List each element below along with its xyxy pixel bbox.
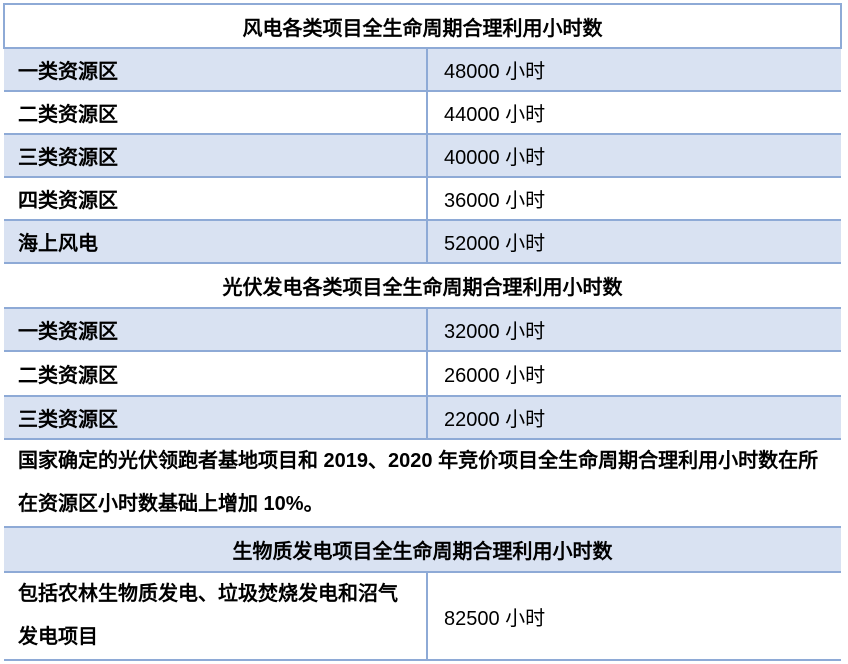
row-label: 三类资源区 [4, 134, 428, 178]
row-value: 82500 小时 [427, 572, 841, 661]
wind-header-row: 风电各类项目全生命周期合理利用小时数 [3, 3, 842, 49]
row-value: 44000 小时 [427, 91, 841, 135]
solar-header-row: 光伏发电各类项目全生命周期合理利用小时数 [4, 263, 841, 309]
table-row: 二类资源区 26000 小时 [4, 351, 841, 397]
row-label: 海上风电 [4, 220, 428, 264]
wind-title: 风电各类项目全生命周期合理利用小时数 [3, 3, 842, 49]
row-value: 22000 小时 [427, 396, 841, 440]
row-label: 二类资源区 [4, 91, 428, 135]
row-label: 三类资源区 [4, 396, 428, 440]
table-row: 海上风电 52000 小时 [4, 220, 841, 264]
utilization-hours-table: 风电各类项目全生命周期合理利用小时数 一类资源区 48000 小时 二类资源区 … [3, 3, 842, 661]
biomass-header-row: 生物质发电项目全生命周期合理利用小时数 [4, 527, 841, 573]
row-label: 四类资源区 [4, 177, 428, 221]
row-value: 48000 小时 [427, 48, 841, 92]
solar-note: 国家确定的光伏领跑者基地项目和 2019、2020 年竞价项目全生命周期合理利用… [4, 439, 841, 528]
row-value: 32000 小时 [427, 308, 841, 352]
row-label: 包括农林生物质发电、垃圾焚烧发电和沼气发电项目 [4, 572, 428, 661]
table-row: 一类资源区 32000 小时 [4, 308, 841, 352]
row-value: 26000 小时 [427, 351, 841, 397]
row-value: 52000 小时 [427, 220, 841, 264]
row-label: 二类资源区 [4, 351, 428, 397]
table-row: 三类资源区 22000 小时 [4, 396, 841, 440]
row-label: 一类资源区 [4, 308, 428, 352]
table-row: 二类资源区 44000 小时 [4, 91, 841, 135]
solar-title: 光伏发电各类项目全生命周期合理利用小时数 [4, 263, 841, 309]
solar-note-row: 国家确定的光伏领跑者基地项目和 2019、2020 年竞价项目全生命周期合理利用… [4, 439, 841, 528]
row-value: 36000 小时 [427, 177, 841, 221]
row-value: 40000 小时 [427, 134, 841, 178]
table-row: 四类资源区 36000 小时 [4, 177, 841, 221]
table-row: 包括农林生物质发电、垃圾焚烧发电和沼气发电项目 82500 小时 [4, 572, 841, 661]
table-row: 一类资源区 48000 小时 [4, 48, 841, 92]
biomass-title: 生物质发电项目全生命周期合理利用小时数 [4, 527, 841, 573]
table-row: 三类资源区 40000 小时 [4, 134, 841, 178]
row-label: 一类资源区 [4, 48, 428, 92]
